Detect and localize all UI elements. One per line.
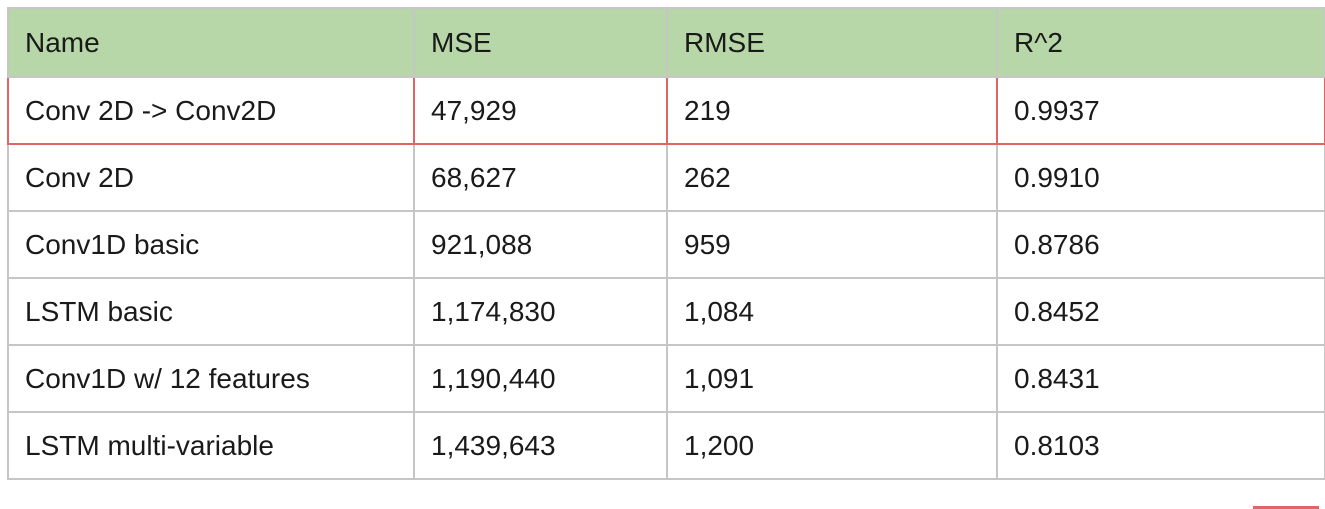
table-row-highlighted: Conv 2D -> Conv2D 47,929 219 0.9937 [7,76,1325,145]
cell-rmse[interactable]: 1,091 [666,344,998,413]
cell-r2[interactable]: 0.8786 [996,210,1325,279]
cell-r2[interactable]: 0.8452 [996,277,1325,346]
cell-mse[interactable]: 1,190,440 [413,344,668,413]
cell-r2[interactable]: 0.9937 [996,76,1325,145]
table-row: Conv 2D 68,627 262 0.9910 [7,143,1325,212]
cell-name[interactable]: Conv 2D -> Conv2D [7,76,415,145]
cell-rmse[interactable]: 1,200 [666,411,998,480]
cell-rmse[interactable]: 262 [666,143,998,212]
cell-name[interactable]: LSTM multi-variable [7,411,415,480]
header-r2[interactable]: R^2 [996,7,1325,78]
header-mse[interactable]: MSE [413,7,668,78]
cell-r2[interactable]: 0.8431 [996,344,1325,413]
table-row: Conv1D w/ 12 features 1,190,440 1,091 0.… [7,344,1325,413]
cell-mse[interactable]: 68,627 [413,143,668,212]
cell-name[interactable]: LSTM basic [7,277,415,346]
header-row: Name MSE RMSE R^2 [7,7,1325,78]
table-row: LSTM basic 1,174,830 1,084 0.8452 [7,277,1325,346]
results-table: Name MSE RMSE R^2 Conv 2D -> Conv2D 47,9… [7,7,1325,480]
table-row: Conv1D basic 921,088 959 0.8786 [7,210,1325,279]
header-name[interactable]: Name [7,7,415,78]
cell-rmse[interactable]: 959 [666,210,998,279]
cell-name[interactable]: Conv 2D [7,143,415,212]
header-rmse[interactable]: RMSE [666,7,998,78]
cell-r2[interactable]: 0.8103 [996,411,1325,480]
cell-rmse[interactable]: 219 [666,76,998,145]
cell-mse[interactable]: 921,088 [413,210,668,279]
cell-rmse[interactable]: 1,084 [666,277,998,346]
cell-name[interactable]: Conv1D w/ 12 features [7,344,415,413]
table-row: LSTM multi-variable 1,439,643 1,200 0.81… [7,411,1325,480]
cell-r2[interactable]: 0.9910 [996,143,1325,212]
cell-name[interactable]: Conv1D basic [7,210,415,279]
cell-mse[interactable]: 1,439,643 [413,411,668,480]
cell-mse[interactable]: 1,174,830 [413,277,668,346]
cell-mse[interactable]: 47,929 [413,76,668,145]
selection-edge-marker [1253,506,1319,509]
